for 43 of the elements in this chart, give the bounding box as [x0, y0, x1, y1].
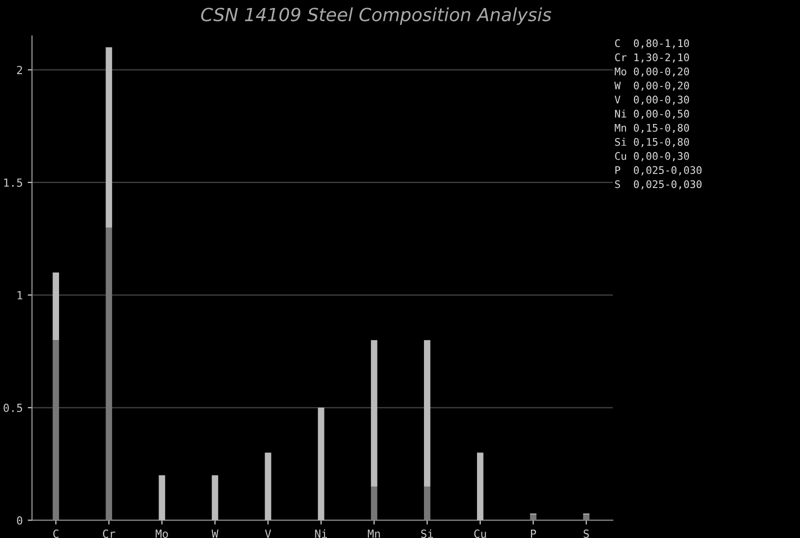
- x-tick-label: W: [212, 530, 218, 538]
- x-tick-label: V: [264, 530, 272, 538]
- text: Si 0,15-0,80: [615, 138, 689, 148]
- bar: [530, 514, 536, 520]
- text: P 0,025-0,030: [615, 166, 702, 176]
- text: W 0,00-0,20: [614, 82, 689, 91]
- x-tick-label: Cr: [102, 530, 116, 538]
- chart-title: CSN 14109 Steel Composition Analysis: [201, 7, 552, 25]
- x-tick-label: P: [530, 530, 536, 538]
- y-tick-label: 1: [18, 291, 22, 300]
- x-tick-label: Cu: [474, 530, 486, 538]
- x-tick-label: Mn: [368, 530, 380, 538]
- bar: [424, 340, 430, 486]
- x-tick-label: S: [584, 530, 589, 538]
- bar: [106, 227, 112, 520]
- text: Cu 0,00-0,30: [615, 152, 689, 162]
- y-tick-label: 0.5: [4, 404, 22, 412]
- bar: [52, 340, 60, 520]
- bar: [370, 486, 378, 520]
- x-tick-label: Mo: [156, 530, 168, 538]
- y-tick-label: 2: [17, 66, 22, 74]
- text: Cr 1,30-2,10: [615, 53, 689, 63]
- text: Mo 0,00-0,20: [614, 67, 689, 77]
- text: Ni 0,00-0,50: [615, 110, 689, 119]
- bar: [424, 486, 430, 520]
- bar: [52, 272, 60, 340]
- x-tick-label: Si: [421, 529, 434, 538]
- y-tick-label: 1.5: [4, 178, 22, 187]
- x-tick-label: Ni: [315, 529, 327, 538]
- bar: [477, 452, 484, 520]
- bar: [158, 475, 166, 520]
- bar: [106, 47, 112, 228]
- text: V 0,00-0,30: [614, 96, 689, 105]
- x-tick-label: C: [53, 530, 58, 538]
- text: Mn 0,15-0,80: [614, 124, 689, 134]
- y-tick-label: 0: [17, 516, 22, 525]
- bar: [583, 514, 590, 520]
- text: C 0,80-1,10: [615, 39, 689, 48]
- text: S 0,025-0,030: [615, 180, 702, 190]
- bar: [264, 452, 272, 520]
- bar: [212, 475, 218, 520]
- bar: [370, 340, 378, 486]
- bar: [318, 408, 324, 520]
